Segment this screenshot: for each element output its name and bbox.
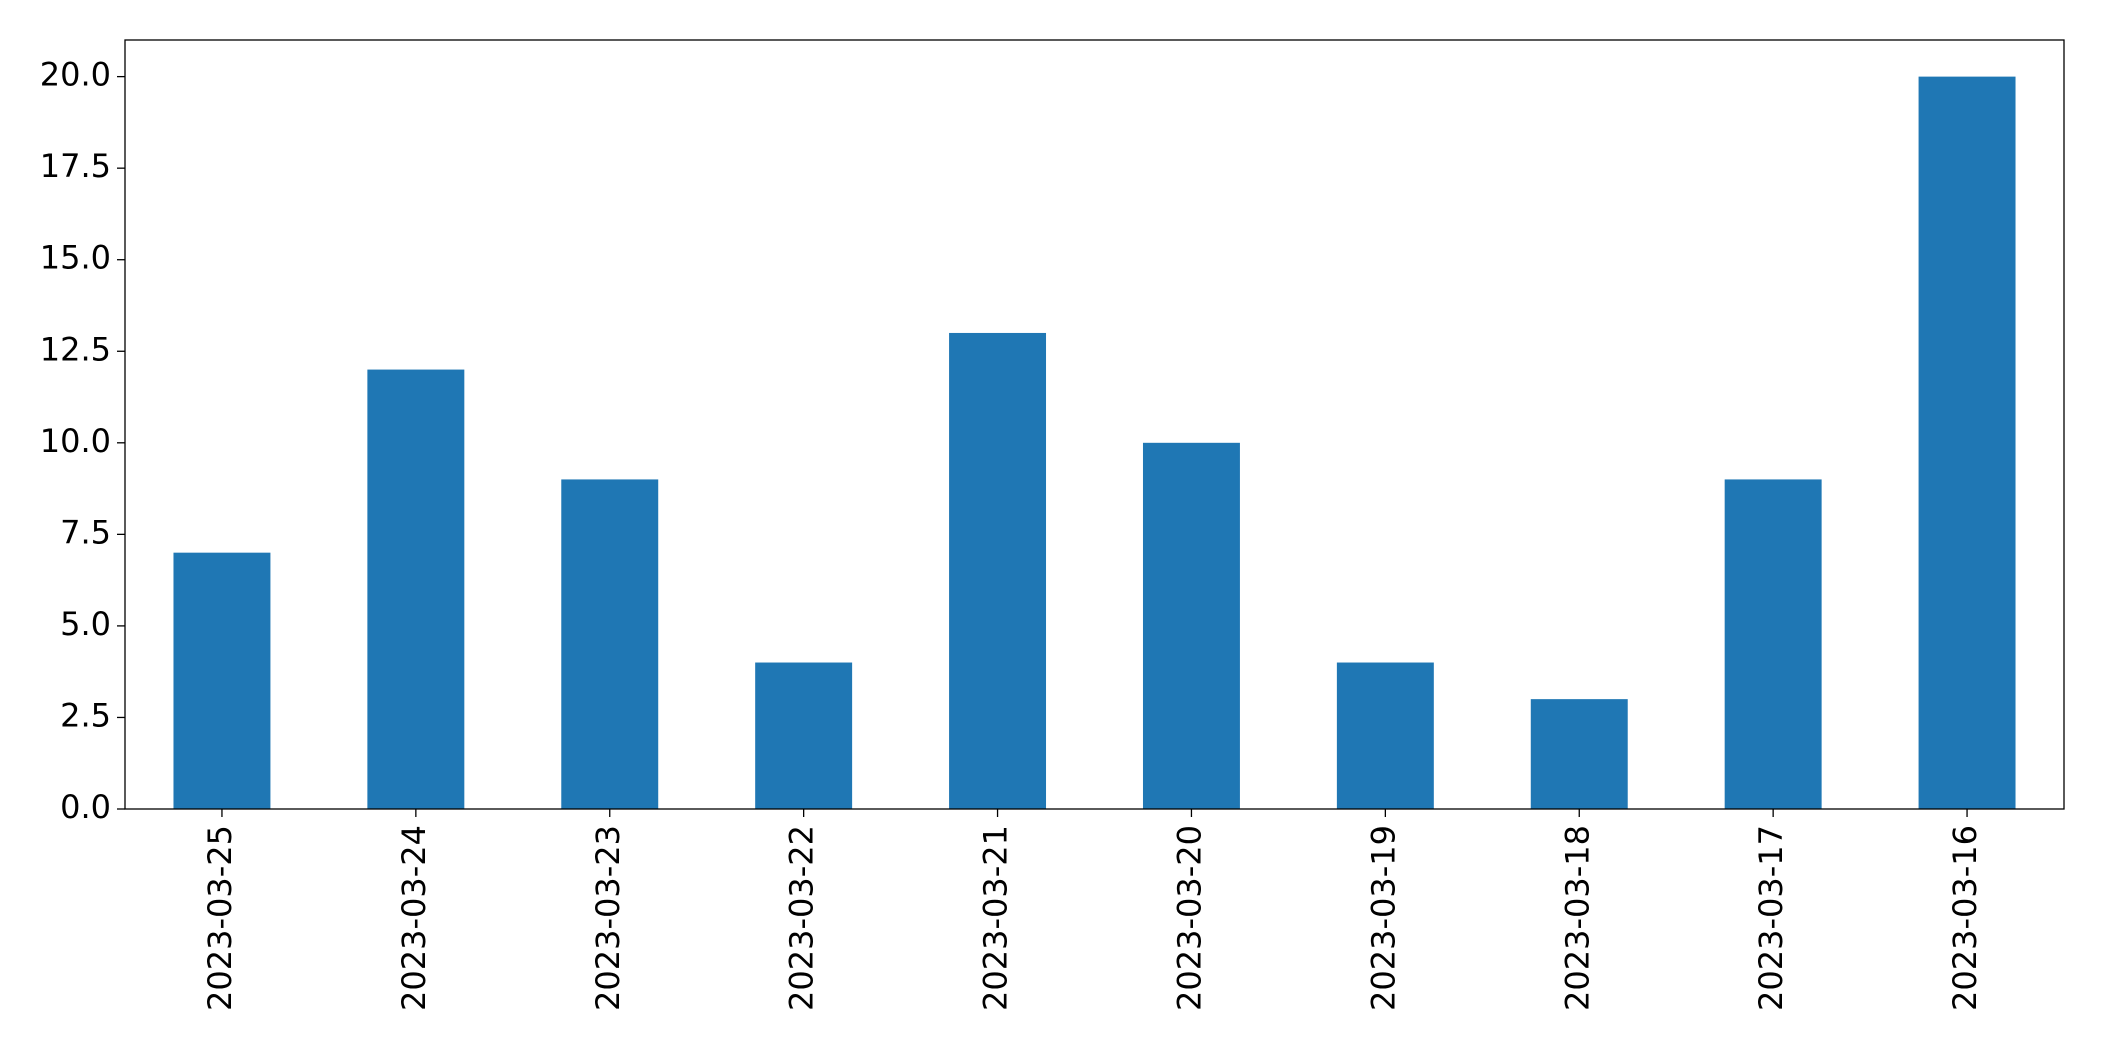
y-tick-label: 12.5 xyxy=(40,330,111,368)
y-tick-label: 17.5 xyxy=(40,147,111,185)
bar xyxy=(173,552,271,809)
bar xyxy=(367,369,465,809)
x-tick-label: 2023-03-17 xyxy=(1752,825,1790,1011)
bar xyxy=(1336,662,1434,809)
bar xyxy=(1724,479,1822,809)
x-tick-label: 2023-03-22 xyxy=(783,825,821,1011)
x-tick-label: 2023-03-24 xyxy=(395,825,433,1011)
bar xyxy=(1142,442,1240,809)
x-tick-label: 2023-03-16 xyxy=(1946,825,1984,1011)
x-tick-label: 2023-03-21 xyxy=(977,825,1015,1011)
y-tick-label: 5.0 xyxy=(60,605,111,643)
y-tick-label: 20.0 xyxy=(40,56,111,94)
x-tick-label: 2023-03-23 xyxy=(589,825,627,1011)
x-tick-label: 2023-03-19 xyxy=(1364,825,1402,1011)
x-tick-label: 2023-03-18 xyxy=(1558,825,1596,1011)
y-tick-label: 10.0 xyxy=(40,422,111,460)
bar xyxy=(755,662,853,809)
bar xyxy=(1918,76,2016,810)
plot-frame xyxy=(124,39,2065,810)
y-tick-label: 0.0 xyxy=(60,788,111,826)
x-tick-label: 2023-03-25 xyxy=(201,825,239,1011)
y-tick-label: 2.5 xyxy=(60,696,111,734)
bar xyxy=(1530,699,1628,809)
x-tick-label: 2023-03-20 xyxy=(1170,825,1208,1011)
y-tick-label: 7.5 xyxy=(60,513,111,551)
y-tick-label: 15.0 xyxy=(40,239,111,277)
bar xyxy=(949,332,1047,809)
bar xyxy=(561,479,659,809)
